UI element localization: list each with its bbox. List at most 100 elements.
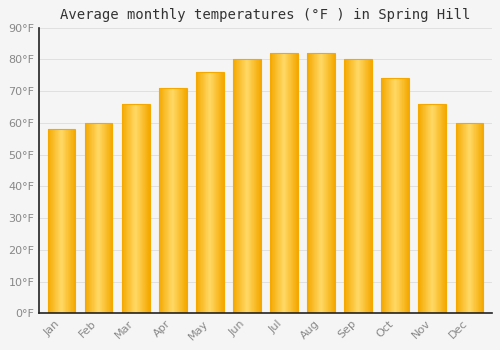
- Bar: [71, 129, 72, 313]
- Bar: [213, 72, 214, 313]
- Bar: [212, 72, 213, 313]
- Bar: [184, 88, 185, 313]
- Bar: [325, 53, 326, 313]
- Bar: [171, 88, 172, 313]
- Bar: [467, 123, 468, 313]
- Bar: [328, 53, 329, 313]
- Bar: [251, 60, 252, 313]
- Bar: [209, 72, 210, 313]
- Bar: [401, 78, 402, 313]
- Bar: [432, 104, 433, 313]
- Bar: [238, 60, 239, 313]
- Bar: [94, 123, 95, 313]
- Bar: [479, 123, 480, 313]
- Bar: [445, 104, 446, 313]
- Bar: [58, 129, 59, 313]
- Bar: [124, 104, 125, 313]
- Bar: [294, 53, 295, 313]
- Bar: [104, 123, 105, 313]
- Bar: [139, 104, 140, 313]
- Bar: [143, 104, 144, 313]
- Bar: [429, 104, 430, 313]
- Bar: [407, 78, 408, 313]
- Bar: [364, 60, 365, 313]
- Bar: [474, 123, 475, 313]
- Bar: [297, 53, 298, 313]
- Bar: [237, 60, 238, 313]
- Bar: [358, 60, 360, 313]
- Bar: [197, 72, 198, 313]
- Bar: [334, 53, 335, 313]
- Bar: [242, 60, 243, 313]
- Bar: [466, 123, 467, 313]
- Bar: [408, 78, 409, 313]
- Bar: [98, 123, 99, 313]
- Bar: [400, 78, 401, 313]
- Bar: [473, 123, 474, 313]
- Bar: [252, 60, 253, 313]
- Bar: [180, 88, 181, 313]
- Bar: [442, 104, 443, 313]
- Bar: [255, 60, 256, 313]
- Bar: [332, 53, 334, 313]
- Bar: [322, 53, 324, 313]
- Bar: [93, 123, 94, 313]
- Bar: [168, 88, 169, 313]
- Bar: [260, 60, 261, 313]
- Bar: [131, 104, 132, 313]
- Bar: [461, 123, 462, 313]
- Bar: [130, 104, 131, 313]
- Bar: [436, 104, 437, 313]
- Bar: [202, 72, 203, 313]
- Bar: [344, 60, 345, 313]
- Bar: [67, 129, 68, 313]
- Bar: [245, 60, 246, 313]
- Bar: [222, 72, 223, 313]
- Bar: [478, 123, 479, 313]
- Bar: [134, 104, 135, 313]
- Bar: [249, 60, 250, 313]
- Bar: [352, 60, 353, 313]
- Bar: [270, 53, 298, 313]
- Bar: [434, 104, 435, 313]
- Bar: [170, 88, 171, 313]
- Bar: [387, 78, 388, 313]
- Bar: [344, 60, 372, 313]
- Bar: [233, 60, 261, 313]
- Bar: [122, 104, 123, 313]
- Bar: [96, 123, 97, 313]
- Bar: [438, 104, 439, 313]
- Bar: [144, 104, 145, 313]
- Bar: [89, 123, 90, 313]
- Bar: [327, 53, 328, 313]
- Bar: [475, 123, 476, 313]
- Bar: [433, 104, 434, 313]
- Bar: [149, 104, 150, 313]
- Bar: [349, 60, 350, 313]
- Bar: [59, 129, 60, 313]
- Bar: [221, 72, 222, 313]
- Bar: [100, 123, 101, 313]
- Bar: [418, 104, 419, 313]
- Bar: [276, 53, 278, 313]
- Bar: [240, 60, 241, 313]
- Bar: [457, 123, 458, 313]
- Bar: [53, 129, 54, 313]
- Bar: [476, 123, 477, 313]
- Bar: [384, 78, 385, 313]
- Bar: [274, 53, 275, 313]
- Bar: [462, 123, 464, 313]
- Bar: [250, 60, 251, 313]
- Bar: [287, 53, 288, 313]
- Bar: [185, 88, 186, 313]
- Bar: [350, 60, 351, 313]
- Bar: [198, 72, 199, 313]
- Bar: [48, 129, 76, 313]
- Bar: [172, 88, 174, 313]
- Bar: [95, 123, 96, 313]
- Bar: [459, 123, 460, 313]
- Bar: [138, 104, 139, 313]
- Bar: [110, 123, 111, 313]
- Bar: [367, 60, 368, 313]
- Bar: [425, 104, 426, 313]
